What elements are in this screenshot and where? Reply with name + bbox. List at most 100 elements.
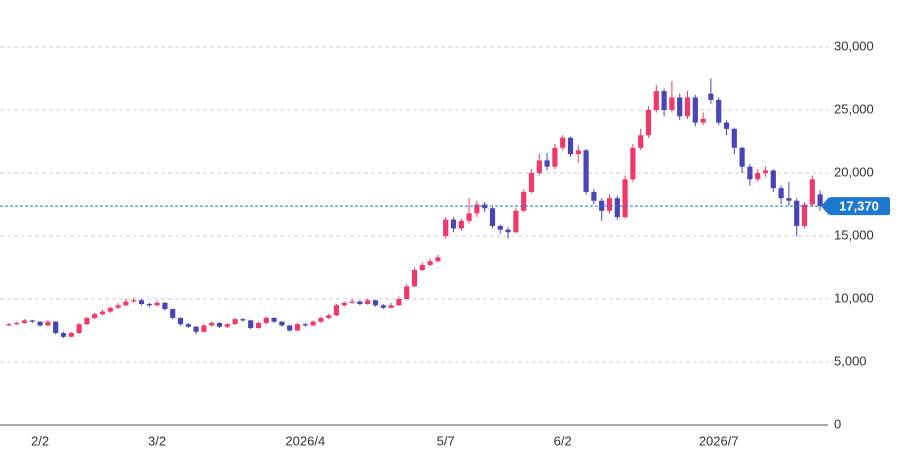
last-price-pointer <box>821 197 829 216</box>
candle-body <box>216 322 223 327</box>
candle-body <box>653 91 659 110</box>
candle-body <box>255 322 262 328</box>
x-tick-label: 5/7 <box>437 433 455 448</box>
candle-body <box>302 324 308 326</box>
x-tick-label: 2/2 <box>31 433 49 448</box>
candle-body <box>263 317 269 323</box>
candle-body <box>466 213 472 221</box>
y-tick-label: 15,000 <box>834 227 874 242</box>
y-tick-label: 5,000 <box>834 353 867 368</box>
candle-body <box>567 137 574 155</box>
candle-body <box>739 147 745 167</box>
candle-body <box>583 150 589 192</box>
candle-body <box>76 324 82 334</box>
candle-body <box>536 160 542 173</box>
y-tick-label: 10,000 <box>834 290 874 305</box>
candle-body <box>240 319 246 321</box>
candle-body <box>146 304 152 306</box>
y-tick-label: 0 <box>834 416 841 431</box>
candle-body <box>404 286 410 299</box>
candle-body <box>357 301 363 305</box>
candle-body <box>232 319 238 325</box>
candle-body <box>201 325 207 332</box>
x-tick-label: 2026/7 <box>699 433 739 448</box>
candle-body <box>489 208 496 226</box>
candle-body <box>193 326 199 332</box>
candle-body <box>99 311 106 315</box>
candle-body <box>786 198 792 201</box>
candle-body <box>497 225 503 230</box>
candle-body <box>349 301 355 303</box>
candle-body <box>435 257 441 262</box>
candle-body <box>170 309 176 318</box>
y-tick-label: 25,000 <box>834 101 874 116</box>
candle-body <box>37 321 43 326</box>
candle-body <box>770 170 776 189</box>
candle-body <box>365 300 371 305</box>
candle-body <box>723 122 730 129</box>
y-tick-label: 20,000 <box>834 164 874 179</box>
candle-body <box>341 302 347 306</box>
candle-body <box>521 191 527 211</box>
candle-body <box>419 264 425 271</box>
candle-body <box>271 317 277 322</box>
candle-body <box>606 198 613 211</box>
candle-body <box>716 99 722 123</box>
candle-body <box>92 314 98 318</box>
candle-body <box>755 173 761 180</box>
candle-body <box>560 137 566 148</box>
candle-body <box>638 135 644 148</box>
x-tick-label: 2026/4 <box>285 433 325 448</box>
candle-body <box>107 307 113 312</box>
candle-body <box>138 300 145 305</box>
candle-body <box>60 333 67 337</box>
candle-body <box>544 160 550 167</box>
candle-body <box>224 324 230 327</box>
candle-body <box>388 305 394 308</box>
candle-body <box>747 166 753 180</box>
candle-body <box>474 204 480 214</box>
candle-body <box>692 97 698 123</box>
candle-body <box>162 302 168 310</box>
candle-body <box>411 270 418 287</box>
candle-body <box>318 317 324 322</box>
candle-body <box>294 324 301 331</box>
candle-body <box>809 179 815 205</box>
candle-body <box>482 204 488 209</box>
candle-body <box>505 229 511 233</box>
candle-body <box>84 317 90 325</box>
x-tick-label: 3/2 <box>148 433 166 448</box>
candle-body <box>794 200 800 226</box>
candle-body <box>209 322 215 326</box>
candle-body <box>622 179 628 218</box>
candle-body <box>778 188 784 199</box>
candle-body <box>677 97 683 117</box>
candle-body <box>513 210 519 233</box>
candle-body <box>131 300 137 302</box>
candle-body <box>248 320 254 328</box>
candle-body <box>817 194 823 207</box>
candle-body <box>731 128 737 148</box>
last-price-label: 17,370 <box>839 199 879 214</box>
candle-body <box>115 305 121 308</box>
candle-body <box>68 333 74 337</box>
candle-body <box>396 299 402 306</box>
candle-body <box>450 219 457 229</box>
candle-body <box>310 321 316 326</box>
candle-body <box>333 305 340 316</box>
candle-body <box>801 204 808 226</box>
last-price-box <box>829 197 890 216</box>
candle-body <box>372 300 379 306</box>
candle-body <box>45 321 51 326</box>
candle-body <box>575 150 581 155</box>
candle-body <box>552 147 558 167</box>
x-tick-label: 6/2 <box>554 433 572 448</box>
candle-body <box>427 261 433 265</box>
candle-body <box>29 320 35 322</box>
candle-body <box>630 147 636 180</box>
candle-body <box>53 321 59 334</box>
candle-body <box>326 315 332 318</box>
candle-body <box>708 93 714 100</box>
